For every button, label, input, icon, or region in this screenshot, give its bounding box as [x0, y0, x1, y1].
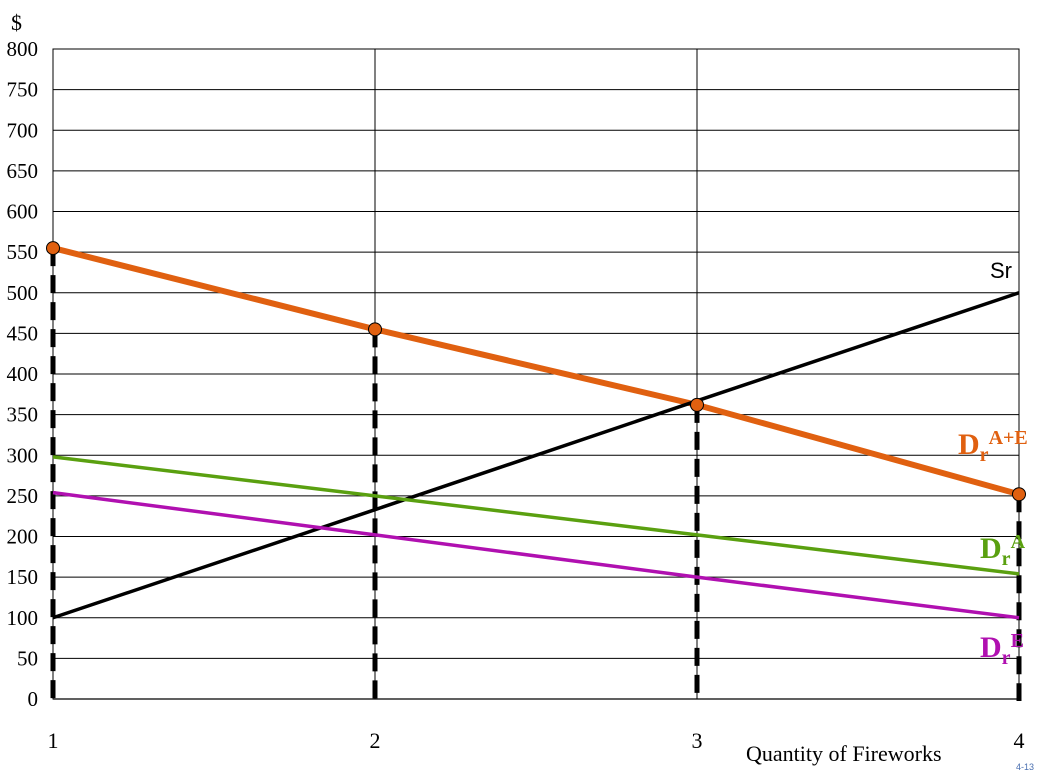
x-axis-title: Quantity of Fireworks: [746, 741, 942, 766]
data-point: [368, 322, 382, 337]
y-tick-label: 400: [7, 362, 39, 386]
y-tick-label: 0: [28, 687, 39, 711]
y-tick-label: 800: [7, 37, 39, 61]
y-tick-label: 350: [7, 403, 39, 427]
y-tick-label: 100: [7, 606, 39, 630]
series-line: [52, 455, 1020, 576]
y-tick-label: 250: [7, 484, 39, 508]
data-point: [690, 397, 704, 412]
series-lines: [52, 245, 1020, 620]
data-point: [46, 241, 60, 256]
x-tick-label: 4: [1014, 728, 1025, 753]
series-line: [52, 245, 1020, 498]
y-axis-title: $: [11, 10, 22, 35]
series-label: DrA: [980, 531, 1026, 570]
x-tick-label: 2: [370, 728, 381, 753]
footnote: 4-13: [1016, 762, 1034, 770]
y-tick-label: 50: [17, 646, 38, 670]
y-tick-label: 200: [7, 525, 39, 549]
vertical-dashed-lines: [50, 248, 1022, 701]
y-tick-label: 550: [7, 240, 39, 264]
series-line: [52, 490, 1020, 620]
y-tick-label: 300: [7, 443, 39, 467]
y-tick-label: 700: [7, 118, 39, 142]
y-tick-label: 750: [7, 78, 39, 102]
series-label: DrE: [980, 630, 1024, 669]
y-tick-label: 450: [7, 321, 39, 345]
series-labels: DrA+E Sr DrA DrE: [958, 258, 1028, 669]
y-tick-label: 650: [7, 159, 39, 183]
data-point: [1012, 487, 1026, 502]
x-tick-labels: 1 2 3 4: [48, 728, 1025, 753]
y-tick-label: 600: [7, 200, 39, 224]
grid: [52, 48, 1020, 700]
series-label: DrA+E: [958, 427, 1028, 466]
series-markers: [46, 241, 1026, 502]
x-tick-label: 1: [48, 728, 59, 753]
series-line: [52, 291, 1020, 620]
x-tick-label: 3: [692, 728, 703, 753]
y-tick-labels: 0 50 100 150 200 250 300 350 400 450 500 550 600 650 7…: [7, 37, 39, 711]
y-tick-label: 500: [7, 281, 39, 305]
series-label: Sr: [990, 258, 1012, 283]
y-tick-label: 150: [7, 565, 39, 589]
